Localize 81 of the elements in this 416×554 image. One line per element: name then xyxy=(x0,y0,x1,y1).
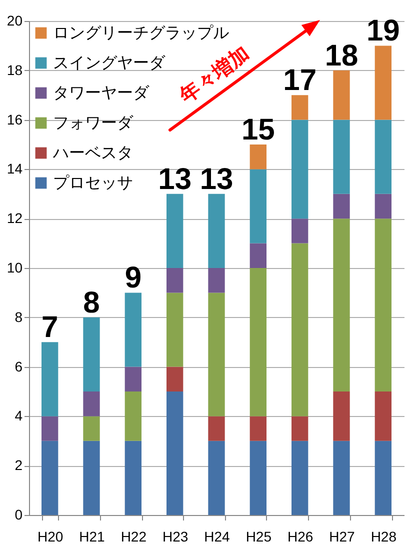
bar xyxy=(208,292,225,416)
x-tick-label: H23 xyxy=(162,528,188,544)
bar xyxy=(166,366,184,392)
bar xyxy=(292,120,308,219)
bar xyxy=(124,366,142,392)
y-tick-label: 0 xyxy=(14,506,23,522)
total-label: 17 xyxy=(283,64,317,98)
bar xyxy=(124,392,142,441)
x-tick-label: H26 xyxy=(287,528,314,544)
y-tick-label: 20 xyxy=(6,12,23,28)
total-label: 18 xyxy=(324,39,358,72)
bar xyxy=(292,243,308,416)
legend-label: ロングリーチグラップル xyxy=(53,24,229,42)
bar xyxy=(208,416,225,441)
bar xyxy=(250,169,266,244)
bar xyxy=(42,416,58,441)
bar xyxy=(292,218,308,244)
y-tick-label: 6 xyxy=(14,358,23,374)
annotation: 年々増加 xyxy=(174,40,254,108)
bar xyxy=(333,392,350,441)
bar xyxy=(333,194,350,219)
bar xyxy=(124,440,142,515)
bar xyxy=(83,440,100,515)
y-tick-label: 14 xyxy=(6,160,23,177)
total-label: 8 xyxy=(83,286,100,320)
bar xyxy=(83,317,100,392)
bar xyxy=(333,440,350,515)
bar xyxy=(250,268,266,416)
total-label: 7 xyxy=(41,311,58,344)
legend-label: プロセッサ xyxy=(53,174,133,192)
bar xyxy=(250,243,266,268)
y-tick-label: 12 xyxy=(6,210,23,226)
legend-label: タワーヤーダ xyxy=(53,85,150,102)
x-tick-label: H21 xyxy=(79,528,106,544)
bar xyxy=(374,392,392,441)
bar xyxy=(208,194,225,268)
y-tick-label: 16 xyxy=(6,111,23,128)
total-label: 15 xyxy=(241,114,275,146)
total-label: 13 xyxy=(158,162,192,196)
total-label: 13 xyxy=(200,162,234,196)
bar xyxy=(208,440,225,515)
x-tick-label: H27 xyxy=(329,528,356,544)
y-tick-label: 8 xyxy=(14,308,23,325)
bar xyxy=(208,268,225,293)
legend-label: スイングヤーダ xyxy=(53,55,166,72)
bar xyxy=(83,416,100,441)
bar xyxy=(42,440,58,515)
legend-label: フォワーダ xyxy=(53,115,134,132)
bar xyxy=(333,120,350,194)
bar xyxy=(292,416,308,441)
y-tick-label: 10 xyxy=(6,260,23,276)
bar xyxy=(166,392,184,515)
bar xyxy=(250,416,266,441)
bar xyxy=(374,46,392,120)
x-tick-label: H28 xyxy=(370,528,397,544)
bar xyxy=(374,120,392,194)
bar xyxy=(374,194,392,219)
bar xyxy=(166,194,184,268)
bar xyxy=(292,95,308,120)
y-tick-label: 18 xyxy=(6,62,23,78)
legend-label: ハーベスタ xyxy=(52,145,133,162)
bar xyxy=(166,292,184,367)
x-tick-label: H22 xyxy=(120,528,147,544)
x-tick-label: H24 xyxy=(204,528,230,544)
bar xyxy=(292,440,308,515)
bar xyxy=(250,440,266,515)
bar xyxy=(374,218,392,392)
bar xyxy=(42,342,58,416)
bar xyxy=(250,144,266,170)
bar xyxy=(333,218,350,392)
x-tick-label: H20 xyxy=(37,528,64,544)
bar xyxy=(166,268,184,293)
y-tick-label: 2 xyxy=(14,457,23,474)
bar xyxy=(333,70,350,120)
total-label: 9 xyxy=(124,262,142,295)
total-label: 19 xyxy=(366,14,400,48)
x-tick-label: H25 xyxy=(246,528,272,544)
bar xyxy=(124,292,142,367)
y-tick-label: 4 xyxy=(14,408,23,424)
bar xyxy=(374,440,392,515)
bar xyxy=(83,392,100,416)
